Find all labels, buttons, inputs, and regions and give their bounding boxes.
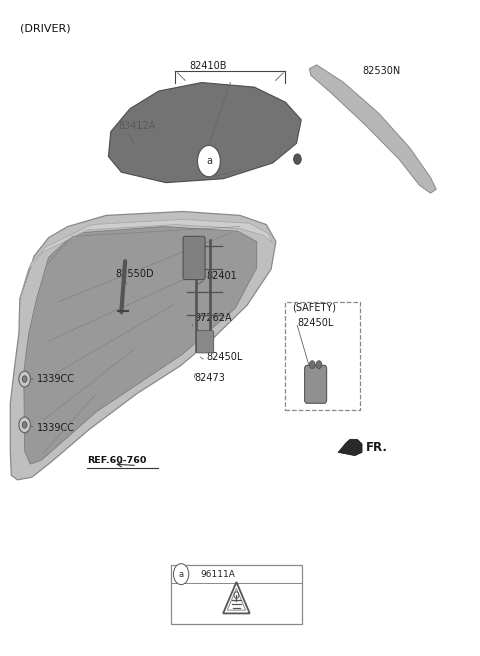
Circle shape bbox=[310, 361, 315, 369]
Text: 97262A: 97262A bbox=[194, 313, 232, 323]
Polygon shape bbox=[24, 226, 257, 464]
Circle shape bbox=[22, 422, 27, 428]
Text: REF.60-760: REF.60-760 bbox=[87, 456, 146, 464]
Text: 82530N: 82530N bbox=[362, 66, 400, 75]
Polygon shape bbox=[310, 65, 436, 193]
Circle shape bbox=[22, 376, 27, 382]
Text: 82550D: 82550D bbox=[116, 269, 154, 279]
Text: a: a bbox=[206, 156, 212, 166]
Polygon shape bbox=[338, 440, 362, 456]
Circle shape bbox=[19, 371, 30, 387]
Text: 1339CC: 1339CC bbox=[36, 422, 74, 432]
Circle shape bbox=[173, 564, 189, 584]
Text: (SAFETY): (SAFETY) bbox=[292, 302, 336, 312]
Text: 96111A: 96111A bbox=[200, 569, 235, 579]
FancyBboxPatch shape bbox=[196, 331, 214, 353]
Text: (DRIVER): (DRIVER) bbox=[20, 24, 71, 33]
Text: 82473: 82473 bbox=[194, 373, 226, 383]
Text: 82410B: 82410B bbox=[190, 61, 227, 71]
Polygon shape bbox=[20, 219, 273, 298]
FancyBboxPatch shape bbox=[183, 236, 205, 279]
Polygon shape bbox=[108, 83, 301, 182]
Circle shape bbox=[316, 361, 322, 369]
Text: a: a bbox=[179, 569, 184, 579]
Text: 83412A: 83412A bbox=[118, 121, 156, 131]
FancyBboxPatch shape bbox=[305, 365, 326, 403]
Circle shape bbox=[197, 146, 220, 176]
Text: 82401: 82401 bbox=[206, 271, 237, 281]
Text: 82450L: 82450L bbox=[298, 318, 334, 328]
Polygon shape bbox=[10, 211, 276, 480]
Text: 1339CC: 1339CC bbox=[36, 374, 74, 384]
Text: FR.: FR. bbox=[365, 441, 387, 455]
Circle shape bbox=[294, 154, 301, 165]
Text: 82450L: 82450L bbox=[206, 352, 243, 363]
Circle shape bbox=[19, 417, 30, 433]
FancyBboxPatch shape bbox=[170, 565, 302, 624]
